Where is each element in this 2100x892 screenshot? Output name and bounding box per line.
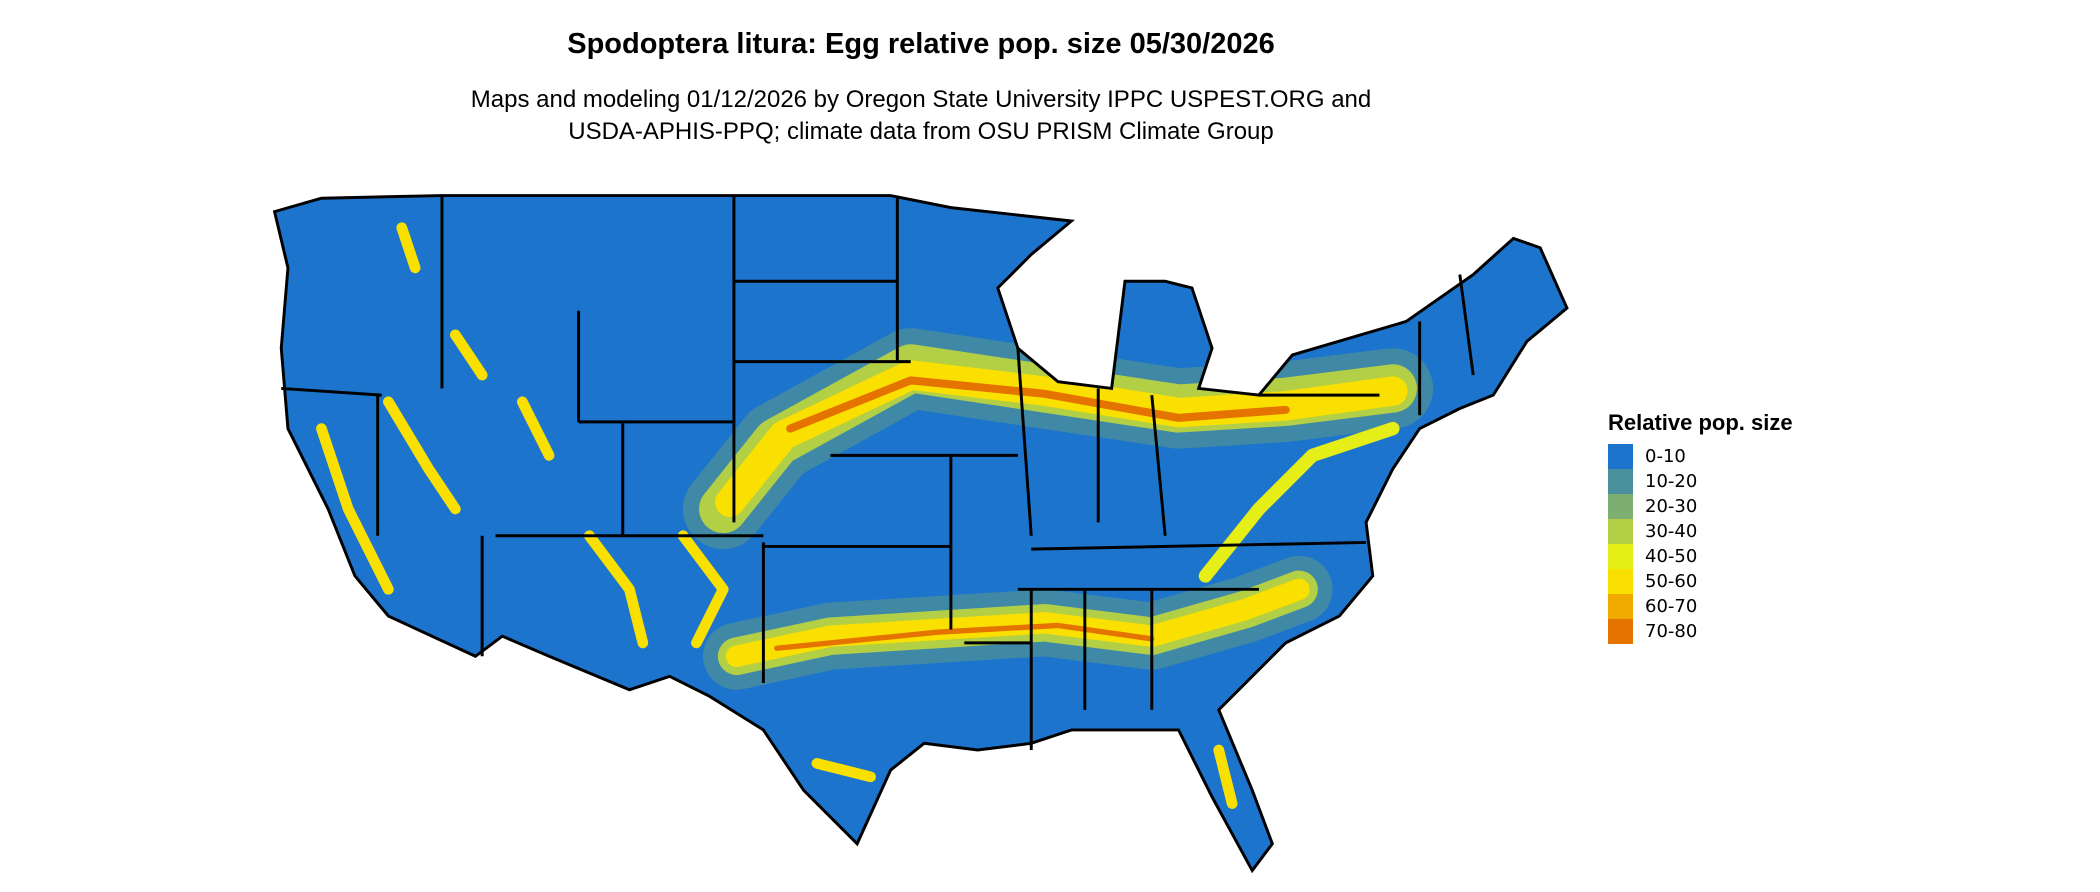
legend-swatch [1608,494,1633,519]
legend-label: 0-10 [1645,446,1686,467]
legend-swatch [1608,519,1633,544]
legend-swatch [1608,619,1633,644]
south-band-high [725,578,1310,667]
appalachian-band [1198,421,1400,583]
legend-item: 10-20 [1608,469,1793,494]
west-patches [316,222,1238,809]
map-title: Spodoptera litura: Egg relative pop. siz… [567,28,1275,60]
south-band-peak [774,622,1155,651]
legend-swatch [1608,544,1633,569]
population-bands [316,222,1434,809]
subtitle-line-1: Maps and modeling 01/12/2026 by Oregon S… [470,86,1372,113]
legend-item: 70-80 [1608,619,1793,644]
legend-item: 60-70 [1608,594,1793,619]
north-band-peak [786,376,1290,433]
legend-swatch [1608,469,1633,494]
legend-item: 0-10 [1608,444,1793,469]
legend-item: 20-30 [1608,494,1793,519]
legend-label: 10-20 [1645,471,1698,492]
legend-label: 40-50 [1645,546,1698,567]
legend-label: 50-60 [1645,571,1698,592]
legend-label: 20-30 [1645,496,1698,517]
us-land [274,195,1567,871]
subtitle-line-2: USDA-APHIS-PPQ; climate data from OSU PR… [568,118,1274,145]
state-borders [273,194,1569,873]
legend-swatch [1608,569,1633,594]
legend: Relative pop. size 0-10 10-20 20-30 30-40 40… [1608,410,1793,644]
legend-title: Relative pop. size [1608,410,1793,435]
map-subtitle: Maps and modeling 01/12/2026 by Oregon S… [0,84,1842,148]
legend-item: 40-50 [1608,544,1793,569]
legend-label: 30-40 [1645,521,1698,542]
legend-items: 0-10 10-20 20-30 30-40 40-50 50-60 60-70 70-80 [1608,444,1793,644]
legend-item: 50-60 [1608,569,1793,594]
legend-label: 60-70 [1645,596,1698,617]
legend-label: 70-80 [1645,621,1698,642]
legend-swatch [1608,594,1633,619]
legend-item: 30-40 [1608,519,1793,544]
legend-swatch [1608,444,1633,469]
